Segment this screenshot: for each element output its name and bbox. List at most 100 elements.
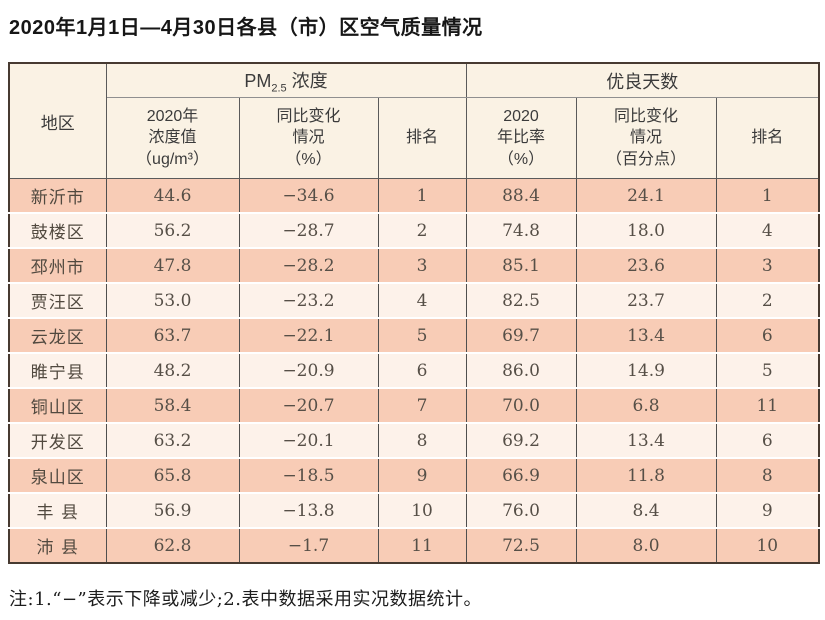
- cell-good-change: 6.8: [576, 388, 717, 424]
- table-row: 贾汪区 53.0 −23.2 4 82.5 23.7 2: [9, 283, 820, 319]
- cell-pm-change: −34.6: [239, 178, 379, 214]
- cell-pm-change: −18.5: [239, 458, 379, 494]
- cell-good-rate: 69.7: [466, 318, 577, 354]
- header-good-rank: 排名: [715, 97, 820, 179]
- cell-pm-value: 65.8: [106, 458, 240, 494]
- cell-good-change: 13.4: [576, 318, 717, 354]
- table-row: 鼓楼区 56.2 −28.7 2 74.8 18.0 4: [9, 213, 820, 249]
- cell-good-rank: 10: [716, 528, 820, 563]
- cell-pm-change: −20.1: [239, 423, 379, 459]
- cell-pm-rank: 1: [378, 178, 467, 214]
- table-row: 铜山区 58.4 −20.7 7 70.0 6.8 11: [9, 388, 820, 424]
- cell-region: 沛 县: [9, 528, 107, 563]
- pm25-label-prefix: PM: [244, 70, 272, 91]
- air-quality-table: 地区 PM2.5 浓度 优良天数 2020年 浓度值 （ug/m³） 同比变化 …: [8, 62, 821, 564]
- cell-pm-value: 44.6: [106, 178, 240, 214]
- table-row: 邳州市 47.8 −28.2 3 85.1 23.6 3: [9, 248, 820, 284]
- cell-region: 云龙区: [9, 318, 107, 354]
- cell-pm-rank: 2: [378, 213, 467, 249]
- cell-good-rate: 82.5: [466, 283, 577, 319]
- cell-pm-rank: 11: [378, 528, 467, 563]
- cell-pm-rank: 3: [378, 248, 467, 284]
- cell-pm-rank: 4: [378, 283, 467, 319]
- cell-region: 贾汪区: [9, 283, 107, 319]
- cell-good-rate: 76.0: [466, 493, 577, 529]
- cell-pm-rank: 7: [378, 388, 467, 424]
- cell-good-change: 8.0: [576, 528, 717, 563]
- cell-good-change: 13.4: [576, 423, 717, 459]
- cell-good-change: 8.4: [576, 493, 717, 529]
- cell-good-rate: 88.4: [466, 178, 577, 214]
- cell-good-change: 18.0: [576, 213, 717, 249]
- table-row: 沛 县 62.8 −1.7 11 72.5 8.0 10: [9, 528, 820, 563]
- cell-pm-value: 62.8: [106, 528, 240, 563]
- cell-pm-value: 48.2: [106, 353, 240, 389]
- header-pm-value: 2020年 浓度值 （ug/m³）: [105, 97, 240, 179]
- pm25-label-suffix: 浓度: [286, 70, 328, 91]
- cell-pm-rank: 8: [378, 423, 467, 459]
- cell-good-rate: 74.8: [466, 213, 577, 249]
- cell-pm-change: −22.1: [239, 318, 379, 354]
- cell-good-rank: 3: [716, 248, 820, 284]
- footnote: 注:1.“−”表示下降或减少;2.表中数据采用实况数据统计。: [9, 589, 482, 610]
- cell-good-rate: 72.5: [466, 528, 577, 563]
- cell-pm-change: −13.8: [239, 493, 379, 529]
- cell-good-rate: 70.0: [466, 388, 577, 424]
- cell-pm-change: −23.2: [239, 283, 379, 319]
- cell-pm-value: 63.2: [106, 423, 240, 459]
- table-row: 新沂市 44.6 −34.6 1 88.4 24.1 1: [9, 178, 820, 214]
- cell-good-change: 11.8: [576, 458, 717, 494]
- cell-good-rank: 5: [716, 353, 820, 389]
- cell-pm-change: −20.7: [239, 388, 379, 424]
- cell-pm-value: 58.4: [106, 388, 240, 424]
- cell-region: 开发区: [9, 423, 107, 459]
- cell-good-rank: 8: [716, 458, 820, 494]
- cell-pm-value: 47.8: [106, 248, 240, 284]
- cell-pm-rank: 10: [378, 493, 467, 529]
- cell-good-rate: 69.2: [466, 423, 577, 459]
- cell-region: 丰 县: [9, 493, 107, 529]
- table-row: 丰 县 56.9 −13.8 10 76.0 8.4 9: [9, 493, 820, 529]
- cell-good-rank: 11: [716, 388, 820, 424]
- cell-pm-change: −20.9: [239, 353, 379, 389]
- cell-good-rank: 2: [716, 283, 820, 319]
- cell-pm-value: 56.9: [106, 493, 240, 529]
- cell-pm-change: −1.7: [239, 528, 379, 563]
- header-region: 地区: [8, 62, 107, 179]
- cell-region: 新沂市: [9, 178, 107, 214]
- cell-region: 邳州市: [9, 248, 107, 284]
- cell-pm-rank: 9: [378, 458, 467, 494]
- cell-region: 铜山区: [9, 388, 107, 424]
- pm25-label-subscript: 2.5: [271, 82, 287, 95]
- cell-pm-change: −28.2: [239, 248, 379, 284]
- cell-pm-value: 56.2: [106, 213, 240, 249]
- cell-good-rank: 4: [716, 213, 820, 249]
- header-group-row: 地区 PM2.5 浓度 优良天数: [8, 62, 820, 179]
- cell-good-change: 14.9: [576, 353, 717, 389]
- cell-good-rate: 66.9: [466, 458, 577, 494]
- cell-good-rate: 86.0: [466, 353, 577, 389]
- header-sub-row: 2020年 浓度值 （ug/m³） 同比变化 情况 （%） 排名 2020 年比…: [9, 97, 820, 179]
- cell-pm-rank: 5: [378, 318, 467, 354]
- table-body: 新沂市 44.6 −34.6 1 88.4 24.1 1 鼓楼区 56.2 −28.7 2 74.8 1…: [9, 178, 820, 563]
- cell-pm-value: 53.0: [106, 283, 240, 319]
- cell-good-rank: 1: [716, 178, 820, 214]
- cell-good-change: 24.1: [576, 178, 717, 214]
- cell-pm-value: 63.7: [106, 318, 240, 354]
- header-good-rate: 2020 年比率 （%）: [465, 97, 577, 179]
- cell-region: 泉山区: [9, 458, 107, 494]
- header-pm-rank: 排名: [377, 97, 467, 179]
- cell-region: 鼓楼区: [9, 213, 107, 249]
- cell-pm-rank: 6: [378, 353, 467, 389]
- header-group-pm25: PM2.5 浓度: [105, 62, 467, 98]
- table-row: 开发区 63.2 −20.1 8 69.2 13.4 6: [9, 423, 820, 459]
- header-group-good-days: 优良天数: [465, 62, 820, 98]
- header-good-change: 同比变化 情况 （百分点）: [575, 97, 717, 179]
- table-row: 睢宁县 48.2 −20.9 6 86.0 14.9 5: [9, 353, 820, 389]
- cell-good-rate: 85.1: [466, 248, 577, 284]
- cell-good-change: 23.6: [576, 248, 717, 284]
- cell-good-rank: 6: [716, 423, 820, 459]
- cell-good-rank: 9: [716, 493, 820, 529]
- cell-pm-change: −28.7: [239, 213, 379, 249]
